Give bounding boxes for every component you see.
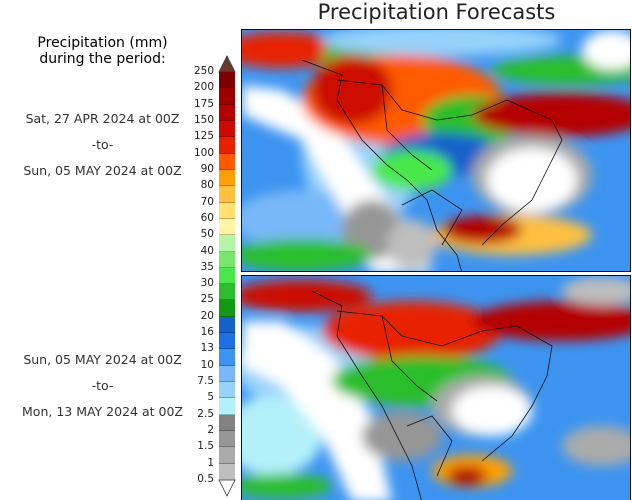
period-2-end: Mon, 13 MAY 2024 at 00Z — [22, 404, 183, 419]
colorbar-tick-label: 175 — [193, 97, 214, 110]
figure-title: Precipitation Forecasts — [317, 0, 556, 24]
colorbar-segment — [219, 267, 235, 285]
colorbar-segment — [219, 72, 235, 89]
colorbar-segment — [219, 235, 235, 252]
colorbar-segment — [219, 414, 235, 432]
colorbar-tick-label: 150 — [193, 113, 214, 126]
period-1-label: Sat, 27 APR 2024 at 00Z -to- Sun, 05 MAY… — [0, 106, 205, 184]
colorbar-segment — [219, 398, 235, 415]
colorbar-tick-label: 16 — [200, 326, 214, 339]
colorbar-segment — [219, 120, 235, 138]
map-panel-period-1 — [241, 29, 631, 272]
colorbar-segment — [219, 251, 235, 268]
colorbar-tick-label: 5 — [207, 391, 214, 404]
period-2-sep: -to- — [91, 378, 114, 393]
colorbar-tick-label: 1.5 — [197, 440, 214, 453]
colorbar-tick-label: 30 — [200, 277, 214, 290]
period-2-start: Sun, 05 MAY 2024 at 00Z — [23, 352, 182, 367]
period-1-sep: -to- — [91, 137, 114, 152]
period-1-end: Sun, 05 MAY 2024 at 00Z — [23, 163, 182, 178]
colorbar-tick-label: 25 — [200, 293, 214, 306]
period-1-start: Sat, 27 APR 2024 at 00Z — [25, 111, 180, 126]
colorbar-segment — [219, 104, 235, 121]
colorbar-segment — [219, 463, 235, 480]
colorbar-tick-label: 2 — [207, 424, 214, 437]
colorbar-tick-label: 80 — [200, 179, 214, 192]
colorbar-tick-label: 7.5 — [197, 375, 214, 388]
colorbar-tick-label: 0.5 — [197, 473, 214, 485]
colorbar-segment — [219, 202, 235, 219]
precip-map-2 — [242, 276, 630, 500]
legend-title-line2: during the period: — [39, 51, 166, 67]
colorbar-tick-label: 90 — [200, 162, 214, 175]
colorbar-segment — [219, 382, 235, 399]
colorbar-tick-label: 13 — [200, 342, 214, 355]
colorbar-tick-label: 125 — [193, 130, 214, 143]
legend-title-line1: Precipitation (mm) — [37, 35, 168, 51]
colorbar-tick-label: 60 — [200, 211, 214, 224]
period-2-label: Sun, 05 MAY 2024 at 00Z -to- Mon, 13 MAY… — [0, 347, 205, 425]
colorbar-segment — [219, 153, 235, 170]
colorbar-segment — [219, 300, 235, 317]
colorbar-segment — [219, 186, 235, 203]
colorbar-tick-label: 70 — [200, 195, 214, 208]
colorbar-segment — [219, 169, 235, 187]
colorbar-over-arrow — [218, 55, 236, 73]
colorbar-tick-label: 1 — [207, 456, 214, 469]
country-borders — [301, 59, 563, 271]
colorbar-tick-label: 200 — [193, 81, 214, 94]
map-panel-period-2 — [241, 275, 631, 500]
colorbar-tick-label: 50 — [200, 228, 214, 241]
colorbar-tick-label: 40 — [200, 244, 214, 257]
colorbar-segment — [219, 88, 235, 105]
colorbar-tick-label: 100 — [193, 146, 214, 159]
colorbar-tick-label: 35 — [200, 260, 214, 273]
colorbar-tick-label: 10 — [200, 358, 214, 371]
colorbar-tick-label: 250 — [193, 65, 214, 77]
legend-title: Precipitation (mm) during the period: — [0, 35, 205, 67]
precip-map-1 — [242, 30, 630, 271]
colorbar-segment — [219, 218, 235, 236]
country-borders — [311, 290, 553, 500]
colorbar-tick-label: 2.5 — [197, 407, 214, 420]
colorbar-segment — [219, 365, 235, 383]
colorbar-segment — [219, 284, 235, 301]
colorbar-segment — [219, 349, 235, 366]
colorbar-segment — [219, 333, 235, 350]
colorbar-segment — [219, 137, 235, 154]
colorbar-segment — [219, 447, 235, 464]
colorbar-tick-label: 20 — [200, 309, 214, 322]
colorbar-under-arrow — [218, 479, 236, 497]
colorbar-segment — [219, 316, 235, 334]
colorbar-segment — [219, 431, 235, 448]
